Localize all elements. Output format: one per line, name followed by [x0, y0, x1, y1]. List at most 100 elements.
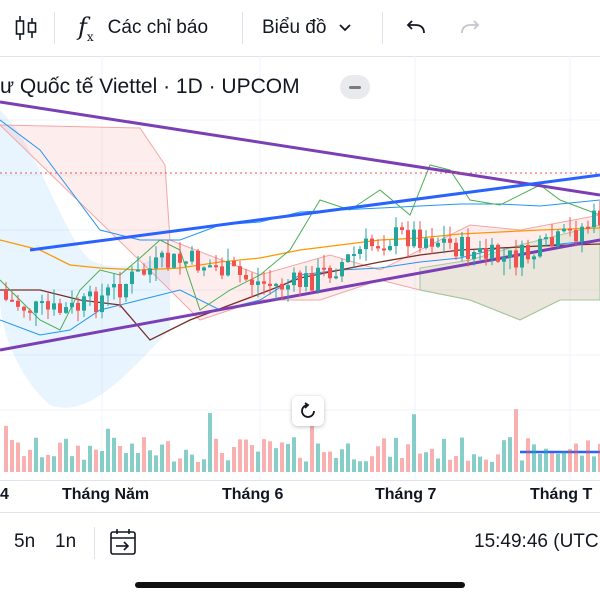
- volume-bar: [16, 442, 20, 472]
- volume-bar: [268, 441, 272, 472]
- candle-body: [568, 228, 572, 231]
- clock-time[interactable]: 15:49:46 (UTC: [474, 531, 599, 552]
- redo-button[interactable]: [458, 0, 482, 56]
- candle-body: [466, 236, 470, 260]
- goto-date-button[interactable]: [108, 527, 138, 562]
- top-toolbar: fx Các chỉ báo Biểu đồ: [0, 0, 600, 57]
- candle-body: [592, 210, 596, 228]
- candle-body: [406, 229, 410, 247]
- volume-bar: [214, 438, 218, 472]
- candle-body: [238, 266, 242, 276]
- indicators-button[interactable]: fx Các chỉ báo: [78, 0, 208, 56]
- candle-body: [160, 252, 164, 258]
- range-5d-button[interactable]: 5n: [14, 531, 36, 552]
- candle-body: [64, 307, 68, 313]
- volume-bar: [250, 445, 254, 472]
- candle-body: [196, 250, 200, 271]
- volume-bar: [100, 451, 104, 472]
- volume-bar: [406, 444, 410, 472]
- time-axis[interactable]: 4 Tháng Năm Tháng 6 Tháng 7 Tháng T: [0, 480, 600, 509]
- volume-bar: [82, 459, 86, 472]
- candle-body: [82, 296, 86, 311]
- candle-body: [412, 229, 416, 247]
- candle-body: [124, 283, 128, 298]
- volume-bar: [208, 413, 212, 472]
- toolbar-divider: [94, 527, 95, 559]
- volume-bar: [460, 437, 464, 472]
- undo-button[interactable]: [404, 0, 428, 56]
- volume-bar: [22, 456, 26, 472]
- volume-bar: [454, 455, 458, 472]
- candle-body: [346, 254, 350, 263]
- candle-body: [496, 244, 500, 262]
- price-chart[interactable]: [0, 56, 600, 480]
- volume-bar: [46, 454, 50, 472]
- volume-bar: [526, 438, 530, 472]
- candle-body: [340, 262, 344, 277]
- volume-bar: [292, 437, 296, 472]
- function-icon: fx: [78, 12, 94, 44]
- volume-bar: [412, 414, 416, 472]
- candle-body: [454, 242, 458, 257]
- candles-icon[interactable]: [14, 0, 38, 56]
- range-1d-button[interactable]: 1n: [55, 531, 77, 552]
- volume-bar: [370, 456, 374, 472]
- volume-bar: [520, 460, 524, 472]
- candle-body: [250, 279, 254, 285]
- volume-bar: [232, 446, 236, 472]
- volume-bar: [184, 449, 188, 472]
- volume-bar: [286, 443, 290, 472]
- volume-bar: [52, 456, 56, 472]
- candle-body: [100, 295, 104, 313]
- candle-body: [34, 301, 38, 313]
- candle-body: [562, 228, 566, 232]
- volume-bar: [538, 453, 542, 472]
- volume-bar: [400, 458, 404, 472]
- candle-body: [544, 237, 548, 240]
- volume-bar: [496, 454, 500, 472]
- candle-body: [52, 303, 56, 310]
- volume-bar: [442, 438, 446, 472]
- candle-body: [460, 236, 464, 257]
- calendar-goto-icon: [110, 529, 136, 555]
- candle-body: [490, 244, 494, 259]
- volume-bar: [502, 440, 506, 472]
- volume-bar: [466, 460, 470, 472]
- volume-bar: [166, 441, 170, 472]
- candle-body: [280, 283, 284, 290]
- volume-bar: [568, 449, 572, 472]
- volume-bar: [562, 451, 566, 472]
- undo-icon: [406, 20, 425, 34]
- candle-body: [478, 248, 482, 252]
- candle-body: [556, 231, 560, 247]
- volume-bar: [124, 453, 128, 472]
- volume-bar: [544, 448, 548, 472]
- reset-chart-button[interactable]: [292, 396, 324, 426]
- volume-bar: [28, 449, 32, 472]
- x-tick-label: Tháng Năm: [62, 486, 150, 503]
- volume-bar: [274, 448, 278, 472]
- volume-bar: [148, 450, 152, 472]
- volume-bar: [256, 451, 260, 472]
- volume-bar: [550, 453, 554, 472]
- toolbar-divider: [54, 12, 55, 44]
- volume-bar: [40, 457, 44, 472]
- volume-bar: [238, 439, 242, 472]
- candle-body: [316, 267, 320, 291]
- volume-bar: [514, 409, 518, 472]
- volume-bar: [322, 452, 326, 472]
- volume-bar: [106, 428, 110, 472]
- candle-body: [172, 253, 176, 268]
- volume-bar: [478, 456, 482, 472]
- candle-body: [154, 257, 158, 269]
- candle-body: [382, 248, 386, 251]
- volume-bar: [142, 437, 146, 472]
- chart-type-button[interactable]: Biểu đồ: [262, 0, 352, 56]
- volume-bar: [136, 453, 140, 472]
- volume-bar: [172, 461, 176, 472]
- candle-body: [220, 266, 224, 276]
- volume-bar: [586, 440, 590, 472]
- indicators-label: Các chỉ báo: [107, 17, 209, 38]
- cloud-area: [0, 110, 170, 408]
- collapse-legend-button[interactable]: [340, 75, 370, 99]
